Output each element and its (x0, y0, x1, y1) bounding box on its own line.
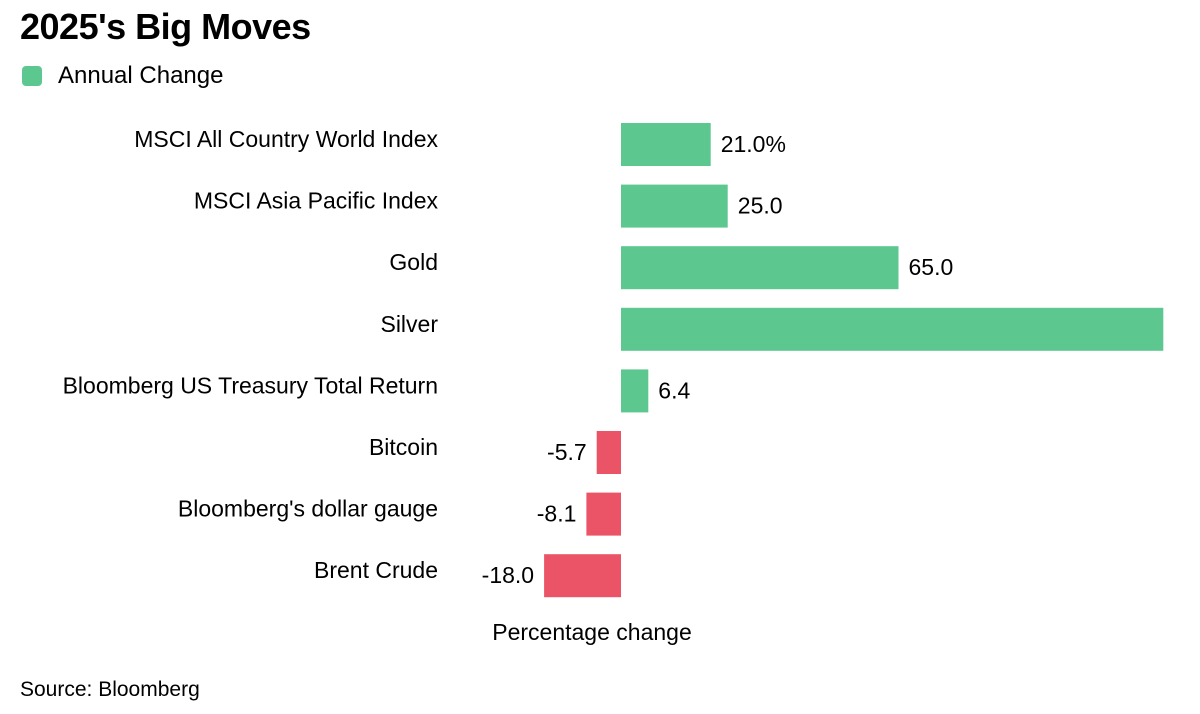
bar-silver (621, 307, 1164, 351)
category-label-msci-asia-pacific-index: MSCI Asia Pacific Index (194, 188, 439, 214)
bar-brent-crude (544, 554, 621, 598)
bar-chart: MSCI All Country World Index MSCI Asia Pa… (63, 123, 1164, 645)
bar-msci-all-country-world-index (621, 123, 711, 166)
chart-title: 2025's Big Moves (20, 6, 311, 47)
value-label-bloomberg-us-treasury-total-return: 6.4 (658, 377, 690, 403)
bar-bloomberg-us-treasury-total-return (621, 369, 649, 413)
category-label-bitcoin: Bitcoin (369, 434, 438, 460)
bar-gold (621, 246, 899, 290)
value-label-msci-asia-pacific-index: 25.0 (738, 193, 783, 219)
category-label-brent-crude: Brent Crude (314, 557, 438, 583)
bars-group (544, 123, 1164, 598)
value-labels-group: 21.0% 25.0 65.0 6.4 -5.7 -8.1 -18.0 (482, 131, 954, 588)
value-label-bloomberg-s-dollar-gauge: -8.1 (537, 501, 577, 527)
bar-bitcoin (596, 431, 621, 474)
category-label-msci-all-country-world-index: MSCI All Country World Index (134, 126, 438, 152)
category-label-bloomberg-s-dollar-gauge: Bloomberg's dollar gauge (178, 496, 438, 522)
value-label-brent-crude: -18.0 (482, 562, 534, 588)
legend-label: Annual Change (58, 62, 224, 89)
category-label-gold: Gold (389, 249, 438, 275)
value-label-bitcoin: -5.7 (547, 439, 587, 465)
value-label-gold: 65.0 (909, 254, 954, 280)
category-labels-group: MSCI All Country World Index MSCI Asia Pa… (63, 126, 439, 583)
bar-bloomberg-s-dollar-gauge (586, 492, 621, 536)
legend-swatch (22, 66, 42, 86)
value-label-msci-all-country-world-index: 21.0% (721, 131, 786, 157)
category-label-silver: Silver (380, 311, 438, 337)
category-label-bloomberg-us-treasury-total-return: Bloomberg US Treasury Total Return (63, 372, 438, 398)
legend: Annual Change (22, 62, 223, 90)
source-note: Source: Bloomberg (20, 678, 200, 701)
x-axis-label: Percentage change (492, 619, 692, 645)
bar-msci-asia-pacific-index (621, 184, 728, 228)
